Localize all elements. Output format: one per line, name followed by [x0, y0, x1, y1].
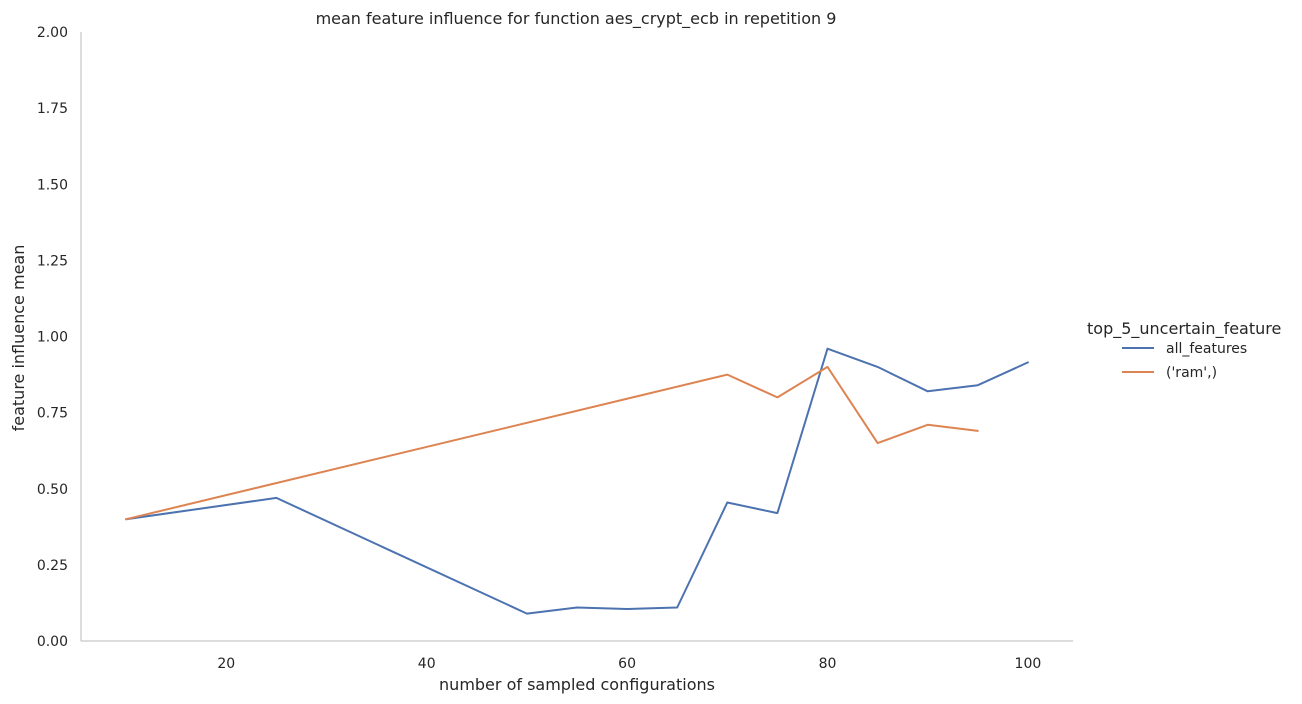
y-tick-label: 1.25	[37, 253, 68, 269]
y-tick-label: 0.00	[37, 634, 68, 650]
y-tick-label: 1.50	[37, 177, 68, 193]
y-tick-label: 0.25	[37, 558, 68, 574]
legend-entry-label: ('ram',)	[1166, 365, 1217, 381]
chart-title: mean feature influence for function aes_…	[316, 9, 837, 29]
legend-title: top_5_uncertain_feature	[1087, 319, 1281, 339]
series-group	[125, 347, 1029, 615]
y-tick-label: 0.50	[37, 482, 68, 498]
series-line-1	[125, 365, 979, 521]
x-tick-label: 100	[1015, 656, 1042, 672]
x-axis-ticks: 20 40 60 80 100	[217, 656, 1041, 672]
y-axis-ticks: 0.00 0.25 0.50 0.75 1.00 1.25 1.50 1.75 2.00	[37, 25, 68, 650]
y-tick-label: 2.00	[37, 25, 68, 41]
y-tick-label: 0.75	[37, 406, 68, 422]
x-tick-label: 20	[217, 656, 235, 672]
y-tick-label: 1.75	[37, 101, 68, 117]
series-line-0	[125, 347, 1029, 615]
x-tick-label: 80	[819, 656, 837, 672]
y-axis-label: feature influence mean	[9, 245, 28, 432]
legend: top_5_uncertain_feature all_features ('ra…	[1087, 319, 1281, 381]
legend-entry-label: all_features	[1166, 341, 1247, 357]
x-axis-label: number of sampled configurations	[439, 675, 715, 694]
x-tick-label: 40	[418, 656, 436, 672]
y-tick-label: 1.00	[37, 330, 68, 346]
x-tick-label: 60	[618, 656, 636, 672]
